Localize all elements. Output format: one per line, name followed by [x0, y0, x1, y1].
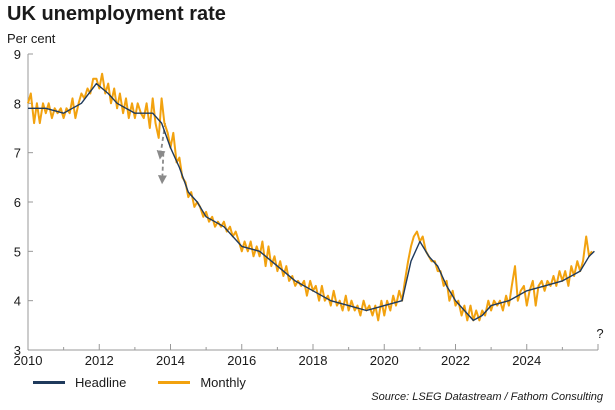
y-tick-label: 9: [14, 47, 21, 62]
y-tick-label: 6: [14, 195, 21, 210]
arrow-1: [156, 122, 167, 160]
x-tick-label: 2012: [85, 353, 114, 368]
y-tick-label: 3: [14, 343, 21, 358]
series-lines: [27, 72, 595, 322]
x-tick-label: 2022: [441, 353, 470, 368]
legend-label-headline: Headline: [75, 375, 127, 390]
x-tick-label: 2010: [14, 353, 43, 368]
x-tick-label: 2020: [370, 353, 399, 368]
arrow-2: [157, 152, 167, 185]
legend-label-monthly: Monthly: [200, 375, 246, 390]
y-axis-unit: Per cent: [7, 31, 56, 46]
y-tick-label: 8: [14, 96, 21, 111]
question-mark-annotation: ?: [596, 326, 603, 341]
legend-item-headline: Headline: [33, 375, 126, 390]
x-tick-label: 2016: [227, 353, 256, 368]
y-tick-label: 4: [14, 294, 21, 309]
y-tick-label: 5: [14, 244, 21, 259]
arrow-annotations: [156, 122, 167, 185]
legend-item-monthly: Monthly: [158, 375, 246, 390]
legend-swatch-monthly: [158, 381, 191, 384]
axes: 3 4 5 6 7 8 9 2010 2012 2014 2016 2018 2020 2022 2024: [14, 47, 599, 368]
x-tick-label: 2014: [156, 353, 185, 368]
series-line-monthly: [27, 72, 593, 322]
series-line-headline: [28, 82, 595, 322]
chart-title: UK unemployment rate: [7, 3, 226, 25]
y-tick-label: 7: [14, 146, 21, 161]
legend: Headline Monthly: [33, 375, 246, 390]
source-note: Source: LSEG Datastream / Fathom Consult…: [371, 391, 603, 403]
x-tick-label: 2018: [299, 353, 328, 368]
x-tick-label: 2024: [512, 353, 541, 368]
legend-swatch-headline: [33, 381, 65, 384]
